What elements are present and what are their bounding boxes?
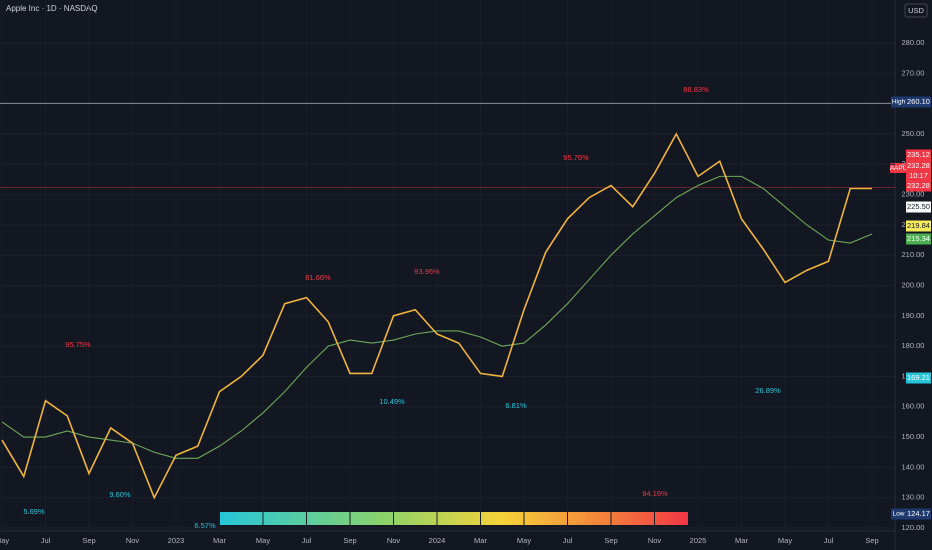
y-tick-label: 120.00 [902,523,925,532]
y-tick-label: 200.00 [902,280,925,289]
y-tick-label: 230.00 [902,190,925,199]
x-tick-label: May [256,536,270,545]
price-label: 169.21 [907,373,930,382]
price-label: 10:17 [909,171,928,180]
y-tick-label: 150.00 [902,432,925,441]
x-tick-label: May [0,536,9,545]
price-label-box [906,96,931,108]
y-tick-label: 270.00 [902,68,925,77]
price-label-box [906,180,931,192]
y-tick-label: 190.00 [902,311,925,320]
x-tick-label: 2024 [429,536,446,545]
annotation: 10.49% [379,397,405,406]
x-tick-label: 2023 [168,536,185,545]
y-tick-label: 180.00 [902,341,925,350]
x-tick-label: Sep [82,536,95,545]
y-tick-label: 280.00 [902,38,925,47]
price-label: 124.17 [907,509,930,518]
y-tick-label: 160.00 [902,402,925,411]
x-tick-label: 2025 [690,536,707,545]
x-tick-label: Sep [604,536,617,545]
annotation: 6.57% [194,521,216,530]
x-tick-label: Jul [41,536,51,545]
y-tick-label: 210.00 [902,250,925,259]
y-tick-label: 140.00 [902,462,925,471]
annotation: 94.16% [642,489,668,498]
heat-bar [220,512,688,525]
x-tick-label: Mar [474,536,487,545]
annotation: 93.96% [414,267,440,276]
price-tag-box [891,508,906,520]
series-line [1,132,872,500]
annotation: 9.60% [109,490,131,499]
price-label: 232.28 [907,181,930,190]
price-label-box [906,149,931,161]
price-label-box [906,233,931,245]
y-tick-label: 130.00 [902,493,925,502]
x-tick-label: Jul [302,536,312,545]
annotation: 26.89% [755,386,781,395]
price-tag: High [892,99,906,106]
price-label-box [906,372,931,384]
price-label-box [906,160,931,172]
price-label: 235.12 [907,150,930,159]
price-label-box [906,508,931,520]
price-label: 215.34 [907,234,930,243]
x-tick-label: Nov [387,536,401,545]
x-tick-label: Mar [735,536,748,545]
annotation: 6.81% [505,401,527,410]
price-label: 260.10 [907,97,930,106]
currency-button[interactable] [904,3,928,18]
annotation: 88.83% [683,85,709,94]
x-tick-label: Nov [648,536,662,545]
price-label-box [906,220,931,232]
price-tag-box [891,96,906,108]
x-tick-label: Nov [126,536,140,545]
x-tick-label: Mar [213,536,226,545]
annotation: 95.76% [563,153,589,162]
y-tick-label: 250.00 [902,129,925,138]
series-line [1,175,873,459]
price-label-box [906,201,931,213]
symbol: AAPL [890,165,907,172]
x-tick-label: Jul [563,536,573,545]
x-tick-label: May [517,536,531,545]
price-label: 219.84 [907,221,930,230]
x-tick-label: Sep [343,536,356,545]
x-tick-label: Sep [865,536,878,545]
price-label-box [906,170,931,182]
chart-title: Apple Inc · 1D · NASDAQ [6,4,98,13]
price-tag: Low [893,511,905,518]
price-label: 232.28 [907,161,930,170]
annotation: 81.66% [305,273,331,282]
x-tick-label: May [778,536,792,545]
x-tick-label: Jul [824,536,834,545]
symbol-badge [890,163,906,173]
price-label: 225.50 [907,202,930,211]
annotation: 5.69% [23,507,45,516]
annotation: 95.75% [65,340,91,349]
currency: USD [908,6,924,15]
